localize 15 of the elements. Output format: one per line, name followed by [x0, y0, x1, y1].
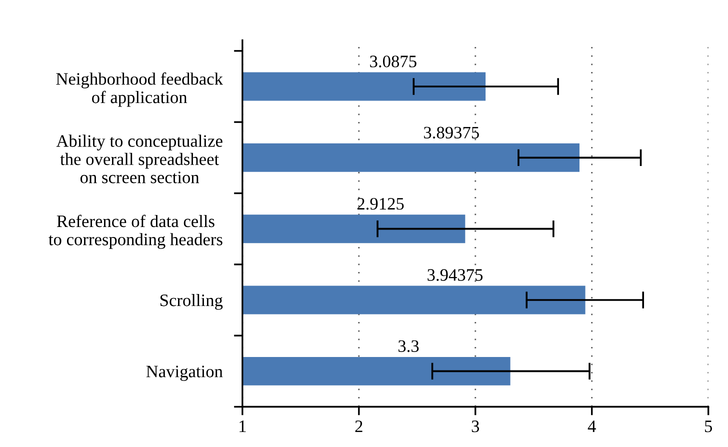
x-tick-label: 3 [472, 420, 480, 432]
x-tick-label: 2 [355, 420, 362, 432]
x-tick-label: 4 [588, 420, 596, 432]
y-tick-label: Ability to conceptualize the overall spreadsheet on screen section [56, 134, 222, 184]
data-label: 3.0875 [370, 56, 416, 68]
y-tick-label: Reference of data cells to corresponding headers [48, 214, 222, 249]
data-label: 3.3 [398, 340, 419, 352]
data-label: 2.9125 [357, 198, 404, 210]
x-tick-label: 1 [240, 420, 246, 432]
y-tick-label: Navigation [146, 366, 223, 381]
y-tick-label: Scrolling [160, 294, 223, 310]
data-label: 3.89375 [424, 126, 479, 139]
y-tick-label: Neighborhood feedback of application [56, 72, 223, 107]
data-label: 3.94375 [428, 269, 483, 281]
x-tick-label: 5 [705, 420, 712, 432]
